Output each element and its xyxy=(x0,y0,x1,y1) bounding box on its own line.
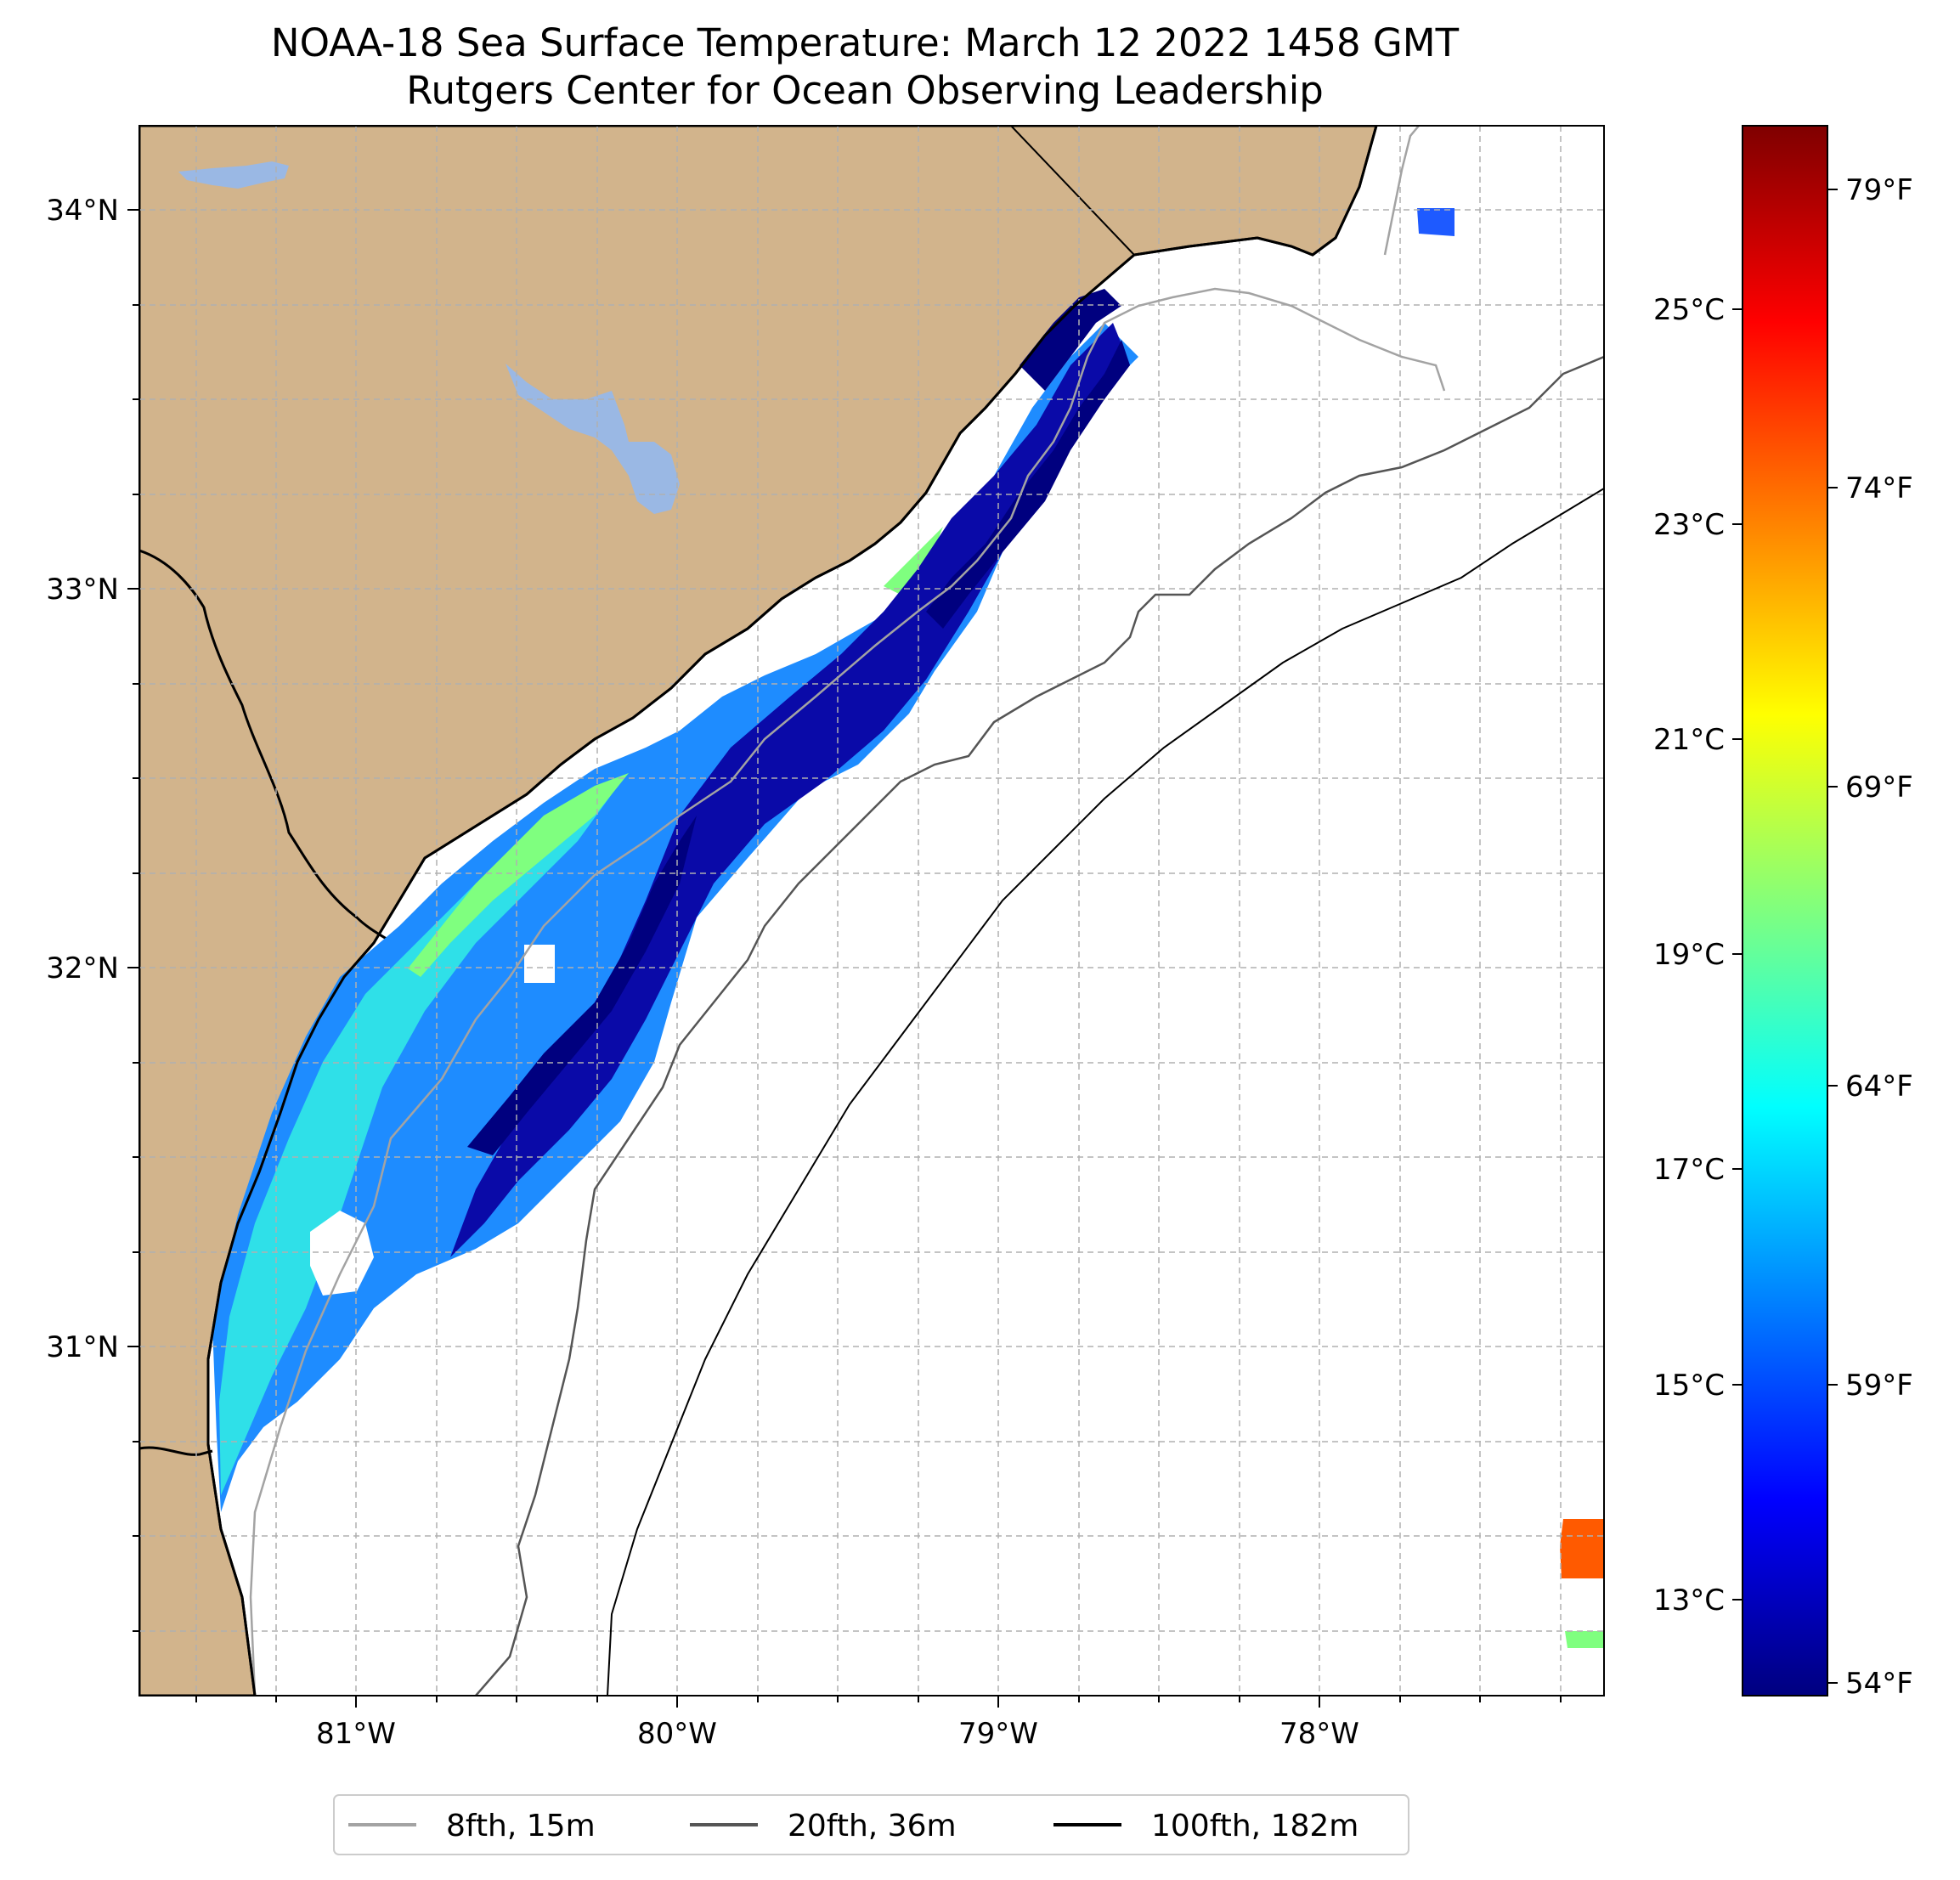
cloud-gap xyxy=(524,945,555,983)
legend-box xyxy=(333,1794,1409,1855)
colorbar-label-54f: 54°F xyxy=(1845,1667,1913,1701)
legend-label-20fth: 20fth, 36m xyxy=(788,1809,957,1843)
legend-label-100fth: 100fth, 182m xyxy=(1151,1809,1358,1843)
legend-label-8fth: 8fth, 15m xyxy=(446,1809,596,1843)
graticule xyxy=(139,126,1604,1696)
sst-warm-patch-se xyxy=(1560,1519,1604,1578)
sst-deep-nearshore-north xyxy=(1020,289,1121,391)
colorbar-celsius-ticks xyxy=(1732,308,1743,1601)
colorbar-label-79f: 79°F xyxy=(1845,173,1913,207)
chart-subtitle: Rutgers Center for Ocean Observing Leade… xyxy=(406,68,1324,113)
colorbar-label-23c: 23°C xyxy=(1653,508,1725,542)
isobath-8fth xyxy=(249,287,1446,1696)
lon-label-79w: 79°W xyxy=(958,1717,1038,1751)
lat-label-33: 33°N xyxy=(46,573,119,607)
lake-north xyxy=(178,161,289,189)
colorbar-label-13c: 13°C xyxy=(1653,1584,1725,1617)
coastline xyxy=(206,126,1378,1696)
isobath-100fth xyxy=(607,488,1604,1696)
colorbar-label-19c: 19°C xyxy=(1653,938,1725,972)
sst-green-coast xyxy=(408,773,629,977)
sst-blue-patch-ne xyxy=(1417,208,1454,236)
sst-green-upper xyxy=(884,527,943,595)
river-boundary xyxy=(139,549,410,957)
sst-deep-core xyxy=(467,816,697,1155)
colorbar-label-64f: 64°F xyxy=(1845,1070,1913,1104)
isobath-8fth-ne xyxy=(1383,126,1420,256)
lat-label-32: 32°N xyxy=(46,951,119,985)
sst-cool-core xyxy=(450,323,1130,1257)
legend: 8fth, 15m 20fth, 36m 100fth, 182m xyxy=(333,1794,1409,1855)
colorbar-label-25c: 25°C xyxy=(1653,293,1725,327)
lon-tick-marks xyxy=(195,1696,1562,1708)
colorbar-label-21c: 21°C xyxy=(1653,723,1725,757)
colorbar-label-59f: 59°F xyxy=(1845,1369,1913,1403)
lon-label-78w: 78°W xyxy=(1279,1717,1359,1751)
lon-label-81w: 81°W xyxy=(316,1717,396,1751)
cloud-gap-south xyxy=(310,1211,374,1296)
chart-title: NOAA-18 Sea Surface Temperature: March 1… xyxy=(271,20,1460,65)
map-frame xyxy=(138,125,1605,1697)
map-area xyxy=(139,126,1604,1696)
colorbar-fahrenheit-ticks xyxy=(1827,189,1838,1684)
lat-tick-marks xyxy=(127,209,139,1632)
lake-marion xyxy=(506,364,680,514)
state-boundary-sc-nc xyxy=(1010,126,1135,256)
colorbar-label-69f: 69°F xyxy=(1845,771,1913,805)
lat-label-31: 31°N xyxy=(46,1330,119,1364)
isobath-20fth xyxy=(475,355,1604,1696)
lat-label-34: 34°N xyxy=(46,194,119,228)
colorbar xyxy=(1742,125,1828,1697)
colorbar-label-17c: 17°C xyxy=(1653,1153,1725,1187)
colorbar-label-74f: 74°F xyxy=(1845,471,1913,505)
sst-green-patch-se xyxy=(1565,1631,1604,1648)
lon-label-80w: 80°W xyxy=(637,1717,717,1751)
sst-warm-nearshore xyxy=(219,794,612,1495)
river-boundary-south xyxy=(139,1446,213,1456)
colorbar-label-15c: 15°C xyxy=(1653,1369,1725,1403)
